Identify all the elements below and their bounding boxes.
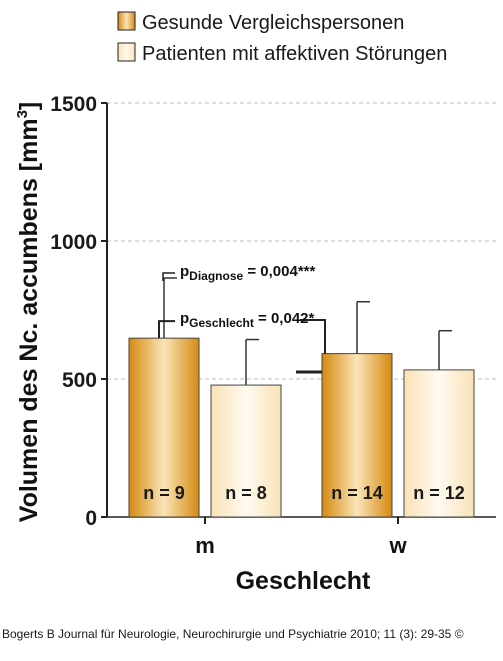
legend-label-healthy: Gesunde Vergleichspersonen: [142, 12, 404, 34]
y-axis-title-end: ]: [15, 102, 43, 110]
y-tick-label: 500: [62, 369, 97, 392]
bar: [403, 369, 475, 518]
bar: [128, 337, 200, 518]
p-value-annotation: pDiagnose = 0,004***: [180, 263, 315, 283]
p-value-prefix: p: [180, 263, 189, 280]
y-axis-title-sup: 3: [14, 110, 31, 118]
y-tick-label: 1500: [50, 93, 97, 116]
legend: Gesunde Vergleichspersonen Patienten mit…: [117, 11, 447, 65]
y-tick-label: 1000: [50, 231, 97, 254]
y-axis-title: Volumen des Nc. accumbens [mm3]: [14, 102, 43, 523]
p-value-annotation: pGeschlecht = 0,042*: [180, 310, 315, 330]
n-label: n = 12: [413, 483, 465, 503]
legend-swatch-patients: [117, 42, 136, 62]
legend-swatch-healthy: [117, 11, 136, 31]
x-axis-title: Geschlecht: [236, 567, 371, 595]
bracket-sex: [158, 320, 175, 339]
x-category-label: m: [195, 533, 215, 558]
p-value-prefix: p: [180, 310, 189, 327]
bar: [321, 353, 393, 518]
bar-chart: Gesunde Vergleichspersonen Patienten mit…: [14, 11, 496, 595]
n-label: n = 14: [331, 483, 383, 503]
p-value-text: = 0,004***: [243, 263, 315, 280]
legend-label-patients: Patienten mit affektiven Störungen: [142, 43, 447, 65]
y-axis-title-main: Volumen des Nc. accumbens [mm: [15, 118, 43, 522]
source-footer: Bogerts B Journal für Neurologie, Neuroc…: [2, 627, 464, 641]
bracket-diagnosis: [162, 272, 175, 281]
p-value-text: = 0,042*: [254, 310, 315, 327]
p-value-subscript: Geschlecht: [189, 316, 254, 330]
x-category-label: w: [388, 533, 407, 558]
n-label: n = 8: [225, 483, 267, 503]
p-value-subscript: Diagnose: [189, 269, 243, 283]
y-tick-label: 0: [85, 507, 97, 530]
bracket-sex-right: [300, 319, 326, 354]
n-label: n = 9: [143, 483, 185, 503]
